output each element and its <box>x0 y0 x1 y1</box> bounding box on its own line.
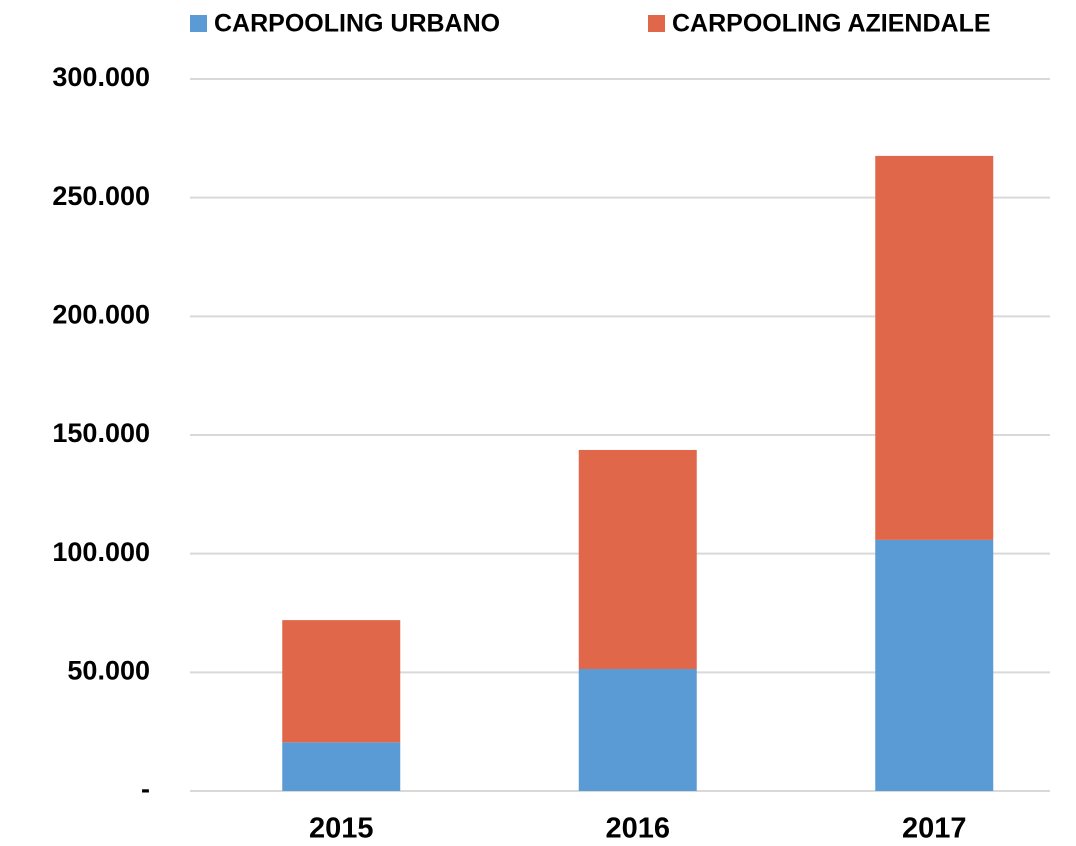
bar-segment <box>282 620 401 743</box>
legend-label: CARPOOLING AZIENDALE <box>672 10 991 38</box>
bar-segment <box>578 669 697 791</box>
x-tick-label: 2015 <box>309 813 374 845</box>
legend-swatch <box>190 15 207 32</box>
y-tick-label: - <box>141 774 150 804</box>
x-tick-label: 2017 <box>902 813 967 845</box>
legend-label: CARPOOLING URBANO <box>214 10 500 38</box>
y-tick-label: 300.000 <box>52 62 150 92</box>
y-tick-label: 50.000 <box>67 655 150 685</box>
bar-segment <box>875 539 994 791</box>
x-tick-label: 2016 <box>605 813 670 845</box>
y-tick-label: 200.000 <box>52 299 150 329</box>
legend-swatch <box>648 15 665 32</box>
bar-segment <box>875 155 994 540</box>
y-tick-label: 250.000 <box>52 181 150 211</box>
y-tick-label: 100.000 <box>52 537 150 567</box>
bar-segment <box>578 449 697 670</box>
y-tick-label: 150.000 <box>52 418 150 448</box>
bar-segment <box>282 742 401 791</box>
